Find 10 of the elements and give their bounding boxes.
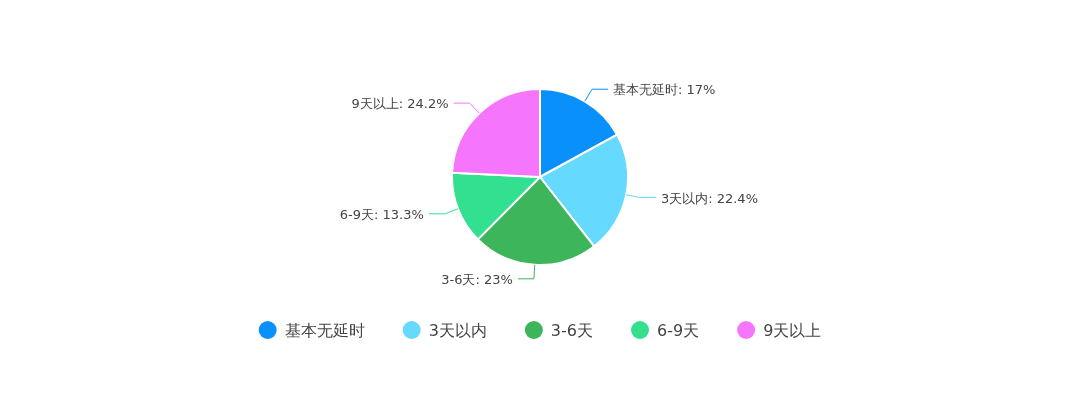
data-label: 6-9天: 13.3% bbox=[339, 206, 424, 222]
legend-label: 基本无延时 bbox=[284, 321, 365, 340]
data-label: 3天以内: 22.4% bbox=[660, 190, 758, 206]
legend-label: 9天以上 bbox=[763, 321, 822, 340]
data-label: 基本无延时: 17% bbox=[612, 82, 716, 98]
data-label: 9天以上: 24.2% bbox=[351, 96, 449, 112]
data-label: 3-6天: 23% bbox=[441, 271, 513, 287]
legend-label: 3天以内 bbox=[428, 321, 487, 340]
legend-label: 3-6天 bbox=[550, 321, 593, 340]
legend-label: 6-9天 bbox=[657, 321, 700, 340]
